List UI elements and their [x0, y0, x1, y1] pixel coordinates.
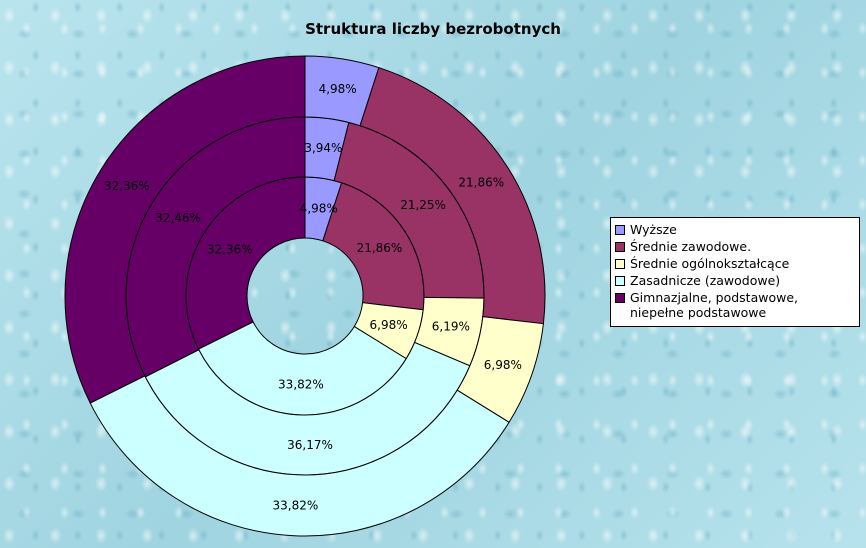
- ring-3-slice-4: [89, 375, 510, 537]
- ring-3-label-1: 4,98%: [319, 82, 357, 96]
- chart-legend: Wyższe Średnie zawodowe. Średnie ogólnok…: [610, 217, 860, 327]
- legend-item-srednie-ogolnoksztalcace: Średnie ogólnokształcące: [615, 256, 855, 271]
- legend-swatch: [615, 259, 625, 269]
- ring-1-label-3: 6,98%: [370, 318, 408, 332]
- ring-2-label-1: 3,94%: [304, 141, 342, 155]
- ring-1-label-4: 33,82%: [278, 377, 324, 391]
- legend-item-gimnazjalne: Gimnazjalne, podstawowe, niepełne podsta…: [615, 290, 855, 320]
- legend-swatch: [615, 225, 625, 235]
- ring-3-label-5: 32,36%: [104, 179, 150, 193]
- ring-3-label-2: 21,86%: [458, 176, 504, 190]
- chart-title: Struktura liczby bezrobotnych: [305, 20, 561, 38]
- legend-swatch: [615, 276, 625, 286]
- ring-2-label-5: 32,46%: [155, 211, 201, 225]
- legend-item-wyzsze: Wyższe: [615, 222, 855, 237]
- ring-3-label-3: 6,98%: [484, 358, 522, 372]
- legend-label: Gimnazjalne, podstawowe, niepełne podsta…: [630, 290, 798, 320]
- legend-swatch: [615, 293, 625, 303]
- ring-1-label-2: 21,86%: [357, 241, 403, 255]
- ring-1-label-1: 4,98%: [300, 202, 338, 216]
- legend-swatch: [615, 242, 625, 252]
- legend-label: Średnie ogólnokształcące: [630, 256, 790, 271]
- ring-3-slice-5: [64, 55, 306, 404]
- ring-2-label-4: 36,17%: [287, 438, 333, 452]
- legend-item-srednie-zawodowe: Średnie zawodowe.: [615, 239, 855, 254]
- legend-label: Zasadnicze (zawodowe): [630, 273, 781, 288]
- ring-2-label-3: 6,19%: [432, 320, 470, 334]
- legend-label: Średnie zawodowe.: [630, 239, 752, 254]
- ring-2-label-2: 21,25%: [400, 198, 446, 212]
- ring-1-label-5: 32,36%: [207, 242, 253, 256]
- legend-item-zasadnicze: Zasadnicze (zawodowe): [615, 273, 855, 288]
- legend-label: Wyższe: [630, 222, 677, 237]
- ring-3-label-4: 33,82%: [273, 498, 319, 512]
